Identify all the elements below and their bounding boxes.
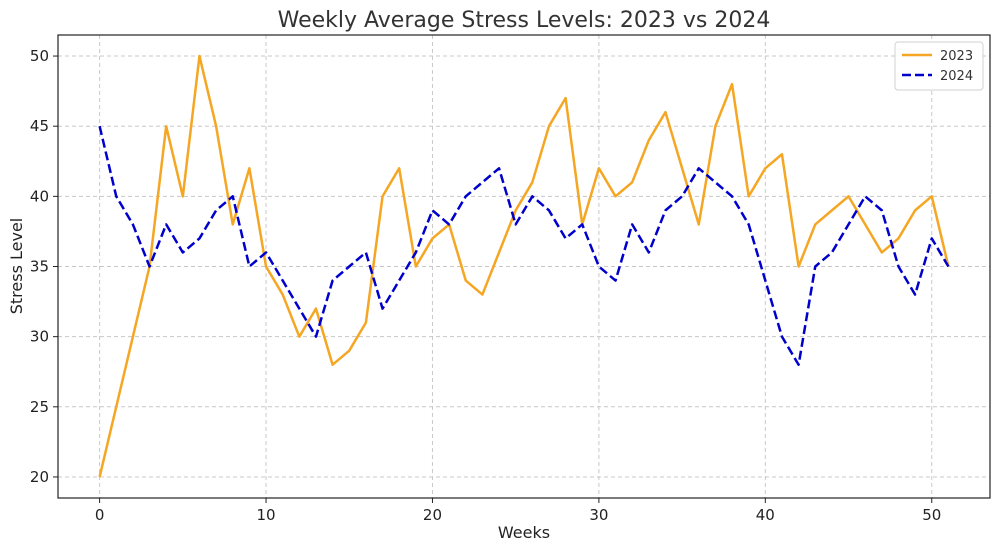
grid: [58, 35, 990, 498]
axis-ticks: 0 10 20 30 40 50 20 25 30 35 40 45 50: [30, 47, 941, 524]
y-axis-label: Stress Level: [7, 218, 26, 315]
chart-title: Weekly Average Stress Levels: 2023 vs 20…: [278, 8, 771, 33]
legend-label-2023: 2023: [940, 49, 973, 64]
x-tick-label-10: 10: [256, 506, 275, 524]
x-tick-label-20: 20: [423, 506, 442, 524]
x-tick-label-50: 50: [922, 506, 941, 524]
y-tick-label-25: 25: [30, 398, 49, 416]
y-tick-label-50: 50: [30, 47, 49, 65]
series-line-2024: [98, 125, 950, 366]
x-tick-label-30: 30: [589, 506, 608, 524]
series-line-2023: [98, 54, 950, 478]
y-tick-label-30: 30: [30, 328, 49, 346]
y-tick-label-40: 40: [30, 187, 49, 205]
series-layer: [98, 54, 950, 478]
legend: 2023 2024: [894, 41, 984, 91]
y-tick-label-45: 45: [30, 117, 49, 135]
legend-label-2024: 2024: [940, 69, 973, 84]
y-tick-label-20: 20: [30, 468, 49, 486]
y-tick-label-35: 35: [30, 258, 49, 276]
x-tick-label-40: 40: [756, 506, 775, 524]
x-tick-label-0: 0: [95, 506, 105, 524]
x-axis-label: Weeks: [498, 523, 550, 542]
